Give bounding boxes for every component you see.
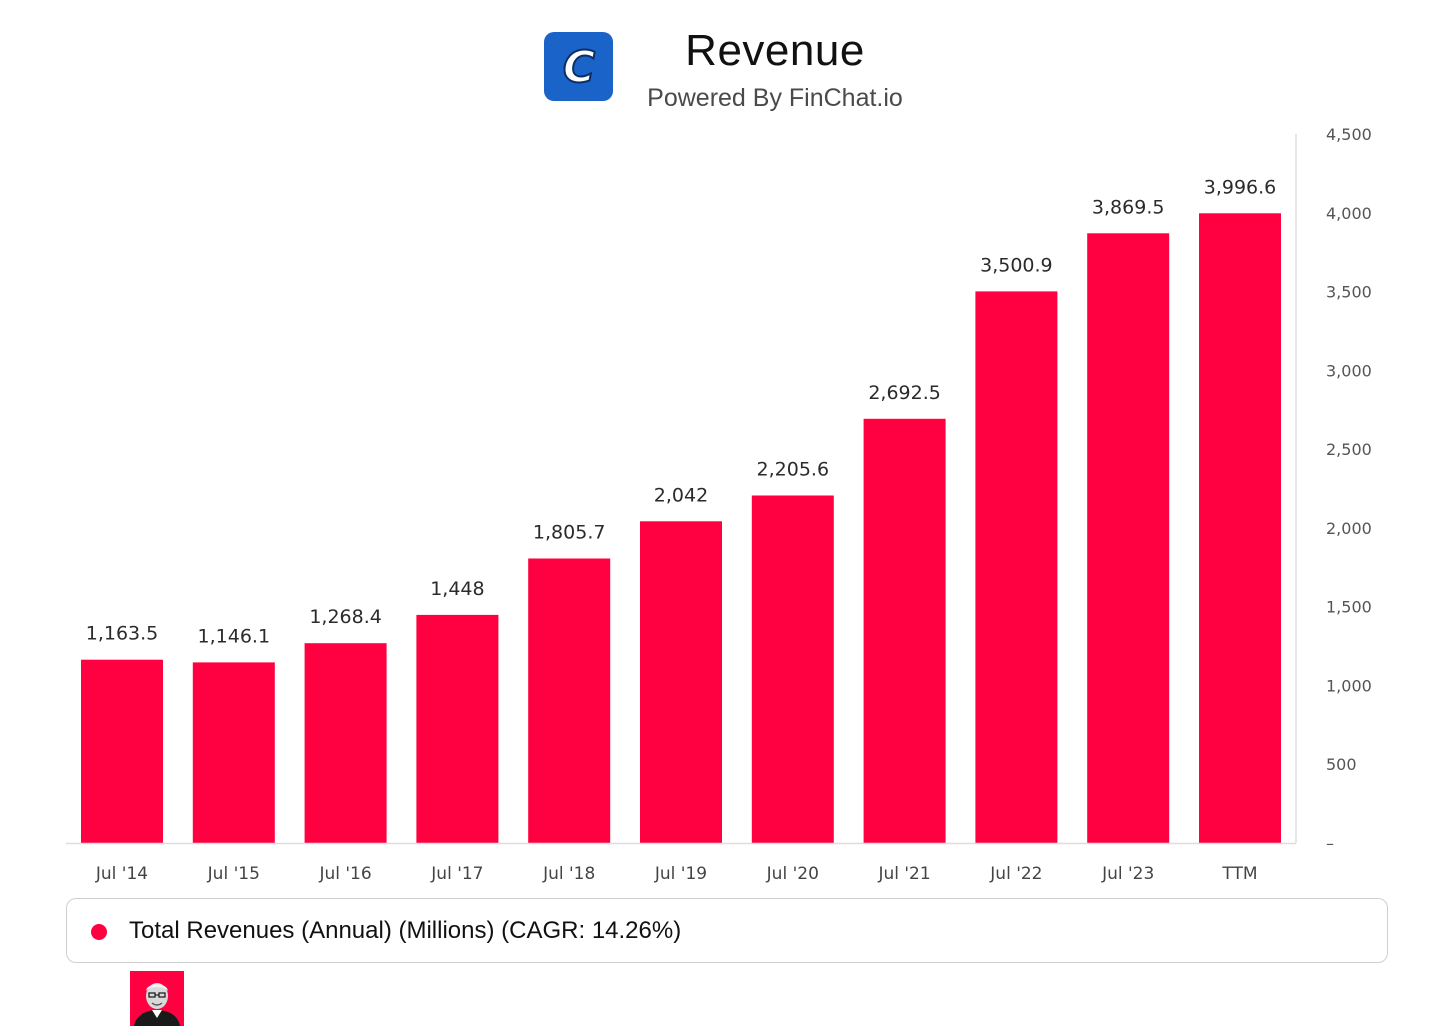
bar-value-label-4: 1,805.7: [533, 522, 606, 544]
x-tick-label-2: Jul '16: [318, 864, 371, 884]
bar-4[interactable]: [528, 558, 611, 844]
legend-series-label: Total Revenues (Annual) (Millions) (CAGR…: [129, 917, 682, 944]
page-title: Revenue: [685, 26, 865, 75]
bar-5[interactable]: [640, 521, 722, 843]
bar-0[interactable]: [81, 659, 163, 843]
x-tick-label-7: Jul '21: [877, 864, 930, 884]
y-tick-label-3: 1,500: [1326, 598, 1372, 617]
bar-value-label-6: 2,205.6: [757, 459, 830, 481]
y-tick-label-1: 500: [1326, 755, 1357, 774]
y-tick-label-5: 2,500: [1326, 440, 1372, 459]
bar-value-label-1: 1,146.1: [198, 625, 271, 647]
x-labels-layer: Jul '14 Jul '15 Jul '16 Jul '17 Jul '18 Jul '…: [95, 864, 1258, 884]
bar-value-label-10: 3,996.6: [1204, 176, 1277, 198]
y-tick-label-7: 3,500: [1326, 283, 1372, 302]
bar-2[interactable]: [304, 643, 387, 843]
bar-9[interactable]: [1087, 233, 1170, 844]
finchat-logo-icon: C: [544, 32, 613, 101]
bar-10[interactable]: [1199, 213, 1281, 844]
x-tick-label-6: Jul '20: [766, 864, 819, 884]
bar-1[interactable]: [192, 662, 275, 843]
bar-value-label-9: 3,869.5: [1092, 196, 1165, 218]
y-labels-layer: – 500 1,000 1,500 2,000 2,500 3,000 3,500 4,000 4…: [1326, 125, 1372, 853]
bar-value-label-2: 1,268.4: [309, 606, 382, 628]
logo-letter-c-icon: C: [562, 41, 596, 94]
x-tick-label-8: Jul '22: [989, 864, 1042, 884]
page-subtitle: Powered By FinChat.io: [647, 84, 903, 112]
y-tick-label-4: 2,000: [1326, 519, 1372, 538]
x-tick-label-5: Jul '19: [654, 864, 707, 884]
revenue-bar-chart: 1,163.5 1,146.1 1,268.4 1,448 1,805.7 2,042 2,…: [66, 125, 1372, 884]
bar-6[interactable]: [751, 495, 834, 844]
y-tick-label-9: 4,500: [1326, 125, 1372, 144]
bars-layer: [81, 213, 1281, 844]
bar-labels-layer: 1,163.5 1,146.1 1,268.4 1,448 1,805.7 2,042 2,…: [86, 176, 1277, 647]
bar-7[interactable]: [863, 418, 946, 843]
bar-value-label-0: 1,163.5: [86, 623, 159, 645]
logo-letter: C: [563, 42, 595, 93]
x-tick-label-4: Jul '18: [542, 864, 595, 884]
y-tick-label-2: 1,000: [1326, 676, 1372, 695]
x-tick-label-10: TTM: [1221, 864, 1257, 884]
bar-value-label-8: 3,500.9: [980, 254, 1053, 276]
y-tick-label-0: –: [1326, 834, 1334, 853]
x-tick-label-1: Jul '15: [207, 864, 260, 884]
x-tick-label-9: Jul '23: [1101, 864, 1154, 884]
chart-legend[interactable]: Total Revenues (Annual) (Millions) (CAGR…: [66, 898, 1388, 963]
bar-value-label-7: 2,692.5: [868, 382, 941, 404]
bar-value-label-5: 2,042: [654, 484, 708, 506]
y-tick-label-6: 3,000: [1326, 361, 1372, 380]
bar-value-label-3: 1,448: [430, 578, 484, 600]
bar-3[interactable]: [416, 614, 499, 843]
legend-series-dot: [91, 924, 107, 940]
bar-8[interactable]: [975, 291, 1058, 843]
x-tick-label-3: Jul '17: [430, 864, 483, 884]
person-avatar-icon: [130, 971, 184, 1026]
x-tick-label-0: Jul '14: [95, 864, 148, 884]
y-tick-label-8: 4,000: [1326, 204, 1372, 223]
